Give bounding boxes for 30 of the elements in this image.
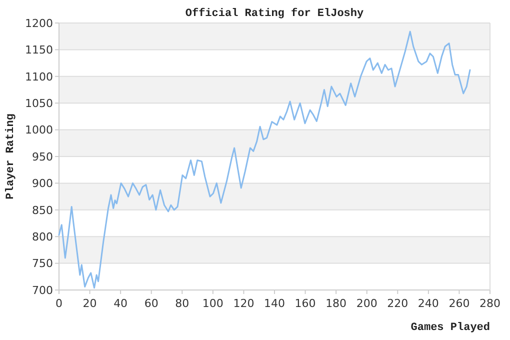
line-series	[58, 30, 471, 289]
x-tick-label: 160	[294, 297, 316, 310]
x-tick-label: 100	[202, 297, 224, 310]
x-tick-label: 120	[233, 297, 254, 310]
y-tick-label: 750	[32, 257, 53, 270]
x-tick-label: 80	[175, 297, 190, 310]
y-tick-label: 1150	[25, 44, 53, 57]
x-axis-title: Games Played	[410, 322, 490, 334]
y-tick-label: 700	[32, 284, 53, 297]
x-tick-label: 260	[448, 297, 470, 310]
x-tick-label: 220	[387, 297, 408, 310]
y-tick-label: 1200	[25, 16, 53, 30]
x-tick-label: 40	[114, 297, 128, 310]
x-tick-label: 60	[144, 297, 158, 310]
y-tick-label: 950	[32, 150, 53, 164]
y-tick-label: 850	[32, 204, 53, 217]
y-tick-label: 900	[32, 177, 53, 190]
x-tick-label: 20	[82, 297, 97, 310]
y-tick-label: 800	[32, 230, 53, 244]
y-tick-label: 1100	[25, 70, 53, 84]
y-tick-label: 1000	[25, 124, 53, 137]
x-tick-label: 180	[326, 297, 347, 310]
x-tick-label: 200	[356, 297, 378, 310]
y-axis-title: Player Rating	[5, 114, 17, 200]
x-tick-label: 240	[418, 297, 439, 310]
x-tick-label: 280	[480, 297, 500, 310]
y-tick-label: 1050	[25, 96, 53, 110]
x-tick-label: 0	[56, 297, 62, 310]
chart-title: Official Rating for ElJoshy	[185, 7, 364, 20]
x-tick-label: 140	[264, 297, 285, 310]
